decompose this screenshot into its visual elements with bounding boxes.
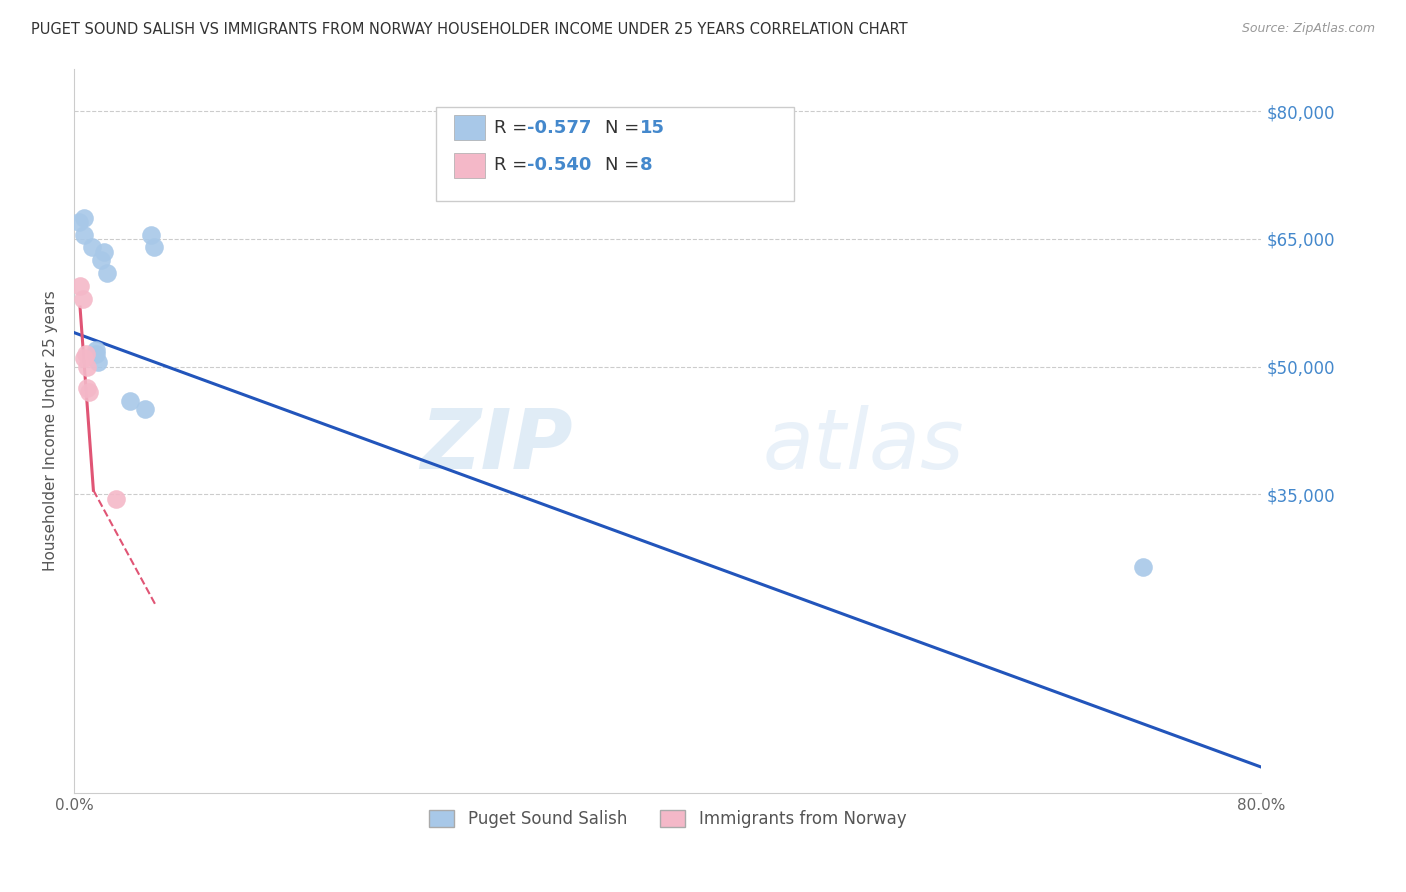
Text: N =: N = <box>605 156 644 174</box>
Point <box>73 351 96 366</box>
Text: R =: R = <box>494 119 533 136</box>
Text: atlas: atlas <box>762 405 965 485</box>
Point <box>86 343 108 357</box>
Point <box>134 402 156 417</box>
Point <box>90 253 112 268</box>
Point <box>76 359 98 374</box>
Point <box>75 347 97 361</box>
Point <box>87 355 110 369</box>
Point <box>77 385 100 400</box>
Text: -0.577: -0.577 <box>527 119 592 136</box>
Point <box>76 381 98 395</box>
Point <box>93 244 115 259</box>
Text: Source: ZipAtlas.com: Source: ZipAtlas.com <box>1241 22 1375 36</box>
Point <box>67 215 90 229</box>
Point <box>73 227 96 242</box>
Legend: Puget Sound Salish, Immigrants from Norway: Puget Sound Salish, Immigrants from Norw… <box>423 804 912 835</box>
Point <box>96 266 118 280</box>
Text: ZIP: ZIP <box>420 405 572 485</box>
Text: -0.540: -0.540 <box>527 156 592 174</box>
Y-axis label: Householder Income Under 25 years: Householder Income Under 25 years <box>44 290 58 571</box>
Text: 8: 8 <box>640 156 652 174</box>
Point <box>69 278 91 293</box>
Text: R =: R = <box>494 156 533 174</box>
Text: 15: 15 <box>640 119 665 136</box>
Point <box>73 211 96 225</box>
Point <box>143 240 166 254</box>
Point <box>72 292 94 306</box>
Point <box>80 240 103 254</box>
Point <box>141 227 163 242</box>
Point <box>120 393 142 408</box>
Point <box>104 491 127 506</box>
Text: PUGET SOUND SALISH VS IMMIGRANTS FROM NORWAY HOUSEHOLDER INCOME UNDER 25 YEARS C: PUGET SOUND SALISH VS IMMIGRANTS FROM NO… <box>31 22 907 37</box>
Point <box>1132 560 1154 574</box>
Point <box>86 347 108 361</box>
Text: N =: N = <box>605 119 644 136</box>
